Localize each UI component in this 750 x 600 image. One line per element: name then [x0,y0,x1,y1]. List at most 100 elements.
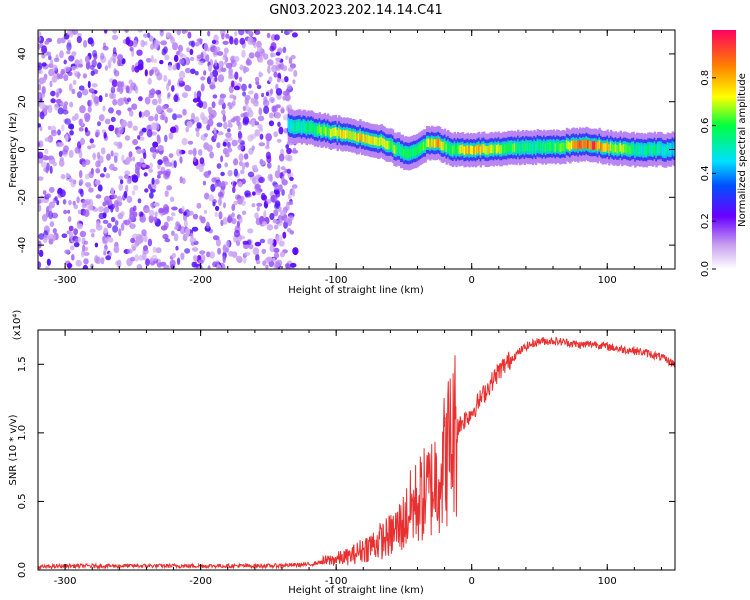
ridge-cell [630,144,634,154]
ridge-cell [300,123,304,132]
noise-speck [150,69,154,75]
noise-speck [262,260,267,266]
ridge-cell [518,144,522,153]
noise-speck [280,78,285,83]
noise-speck [112,47,117,55]
noise-speck [150,55,154,63]
noise-speck [129,46,134,52]
noise-speck [265,264,269,269]
ridge-cell [588,140,591,150]
noise-speck [68,199,72,206]
snr-y-ticks: 0.0 0.5 1.0 1.5 [17,356,675,578]
ridge-cell [383,139,387,148]
ridge-cell [611,143,614,153]
noise-speck [278,240,285,247]
noise-speck [102,105,106,112]
noise-speck [54,196,58,201]
noise-speck [55,99,62,104]
noise-speck [170,126,177,134]
noise-speck [203,142,210,150]
noise-speck [287,193,292,200]
ridge-cell [331,127,334,137]
ridge-cell [617,144,621,154]
noise-speck [248,52,255,59]
ridge-cell [557,142,561,151]
noise-speck [275,88,283,96]
ridge-cell [596,142,600,151]
noise-speck [256,217,260,222]
noise-speck [98,206,104,213]
noise-speck [243,153,249,160]
noise-speck [128,151,133,158]
noise-speck [136,264,143,269]
noise-speck [100,257,105,265]
noise-speck [95,129,101,137]
noise-speck [69,101,74,108]
noise-speck [273,183,279,191]
noise-speck [78,85,85,91]
noise-speck [151,177,155,185]
noise-speck [64,249,71,254]
ridge-cell [378,137,382,146]
ridge-cell [648,144,652,154]
ridge-cell [627,145,630,154]
noise-speck [143,172,148,177]
ridge-cell [478,144,481,153]
noise-speck [282,95,286,101]
noise-speck [154,41,161,46]
ridge-cell [414,147,417,156]
ridge-cell [299,121,302,131]
noise-speck [181,137,188,146]
noise-speck [133,211,138,218]
ridge-cell [461,144,465,154]
noise-speck [111,34,119,41]
noise-speck [143,109,151,118]
noise-speck [288,215,294,221]
noise-speck [126,97,132,102]
noise-speck [141,229,147,237]
ridge-cell [564,143,567,152]
noise-speck [289,176,294,181]
noise-speck [152,141,159,148]
noise-speck [209,251,215,259]
noise-speck [58,159,65,167]
noise-speck [209,81,216,90]
noise-speck [222,255,226,264]
noise-speck [66,173,71,179]
ridge-cell [575,140,578,149]
ridge-cell [484,145,487,155]
noise-speck [203,171,210,177]
noise-speck [71,51,77,57]
noise-speck [126,195,133,203]
noise-speck [254,212,259,219]
noise-speck [83,112,91,120]
noise-speck [166,108,173,113]
ridge-cell [637,145,640,154]
noise-speck [68,231,74,240]
ridge-cell [525,142,528,151]
y-tick-label: 1.5 [17,356,28,372]
noise-speck [262,99,270,107]
ridge-cell [551,142,554,152]
ridge-cell [546,142,549,152]
noise-speck [254,129,261,137]
noise-speck [145,57,152,63]
noise-speck [111,79,118,88]
noise-speck [182,108,187,116]
noise-speck [185,67,191,74]
noise-speck [63,74,69,82]
noise-speck [227,141,231,149]
noise-speck [227,102,232,107]
noise-speck [90,70,95,76]
noise-speck [278,64,282,69]
noise-speck [65,134,69,143]
noise-speck [204,192,210,200]
noise-speck [60,37,66,44]
noise-speck [153,216,158,223]
noise-speck [276,138,282,143]
noise-speck [74,59,80,66]
noise-speck [186,47,190,53]
noise-speck [156,134,161,142]
noise-speck [105,173,111,179]
noise-speck [216,264,222,269]
